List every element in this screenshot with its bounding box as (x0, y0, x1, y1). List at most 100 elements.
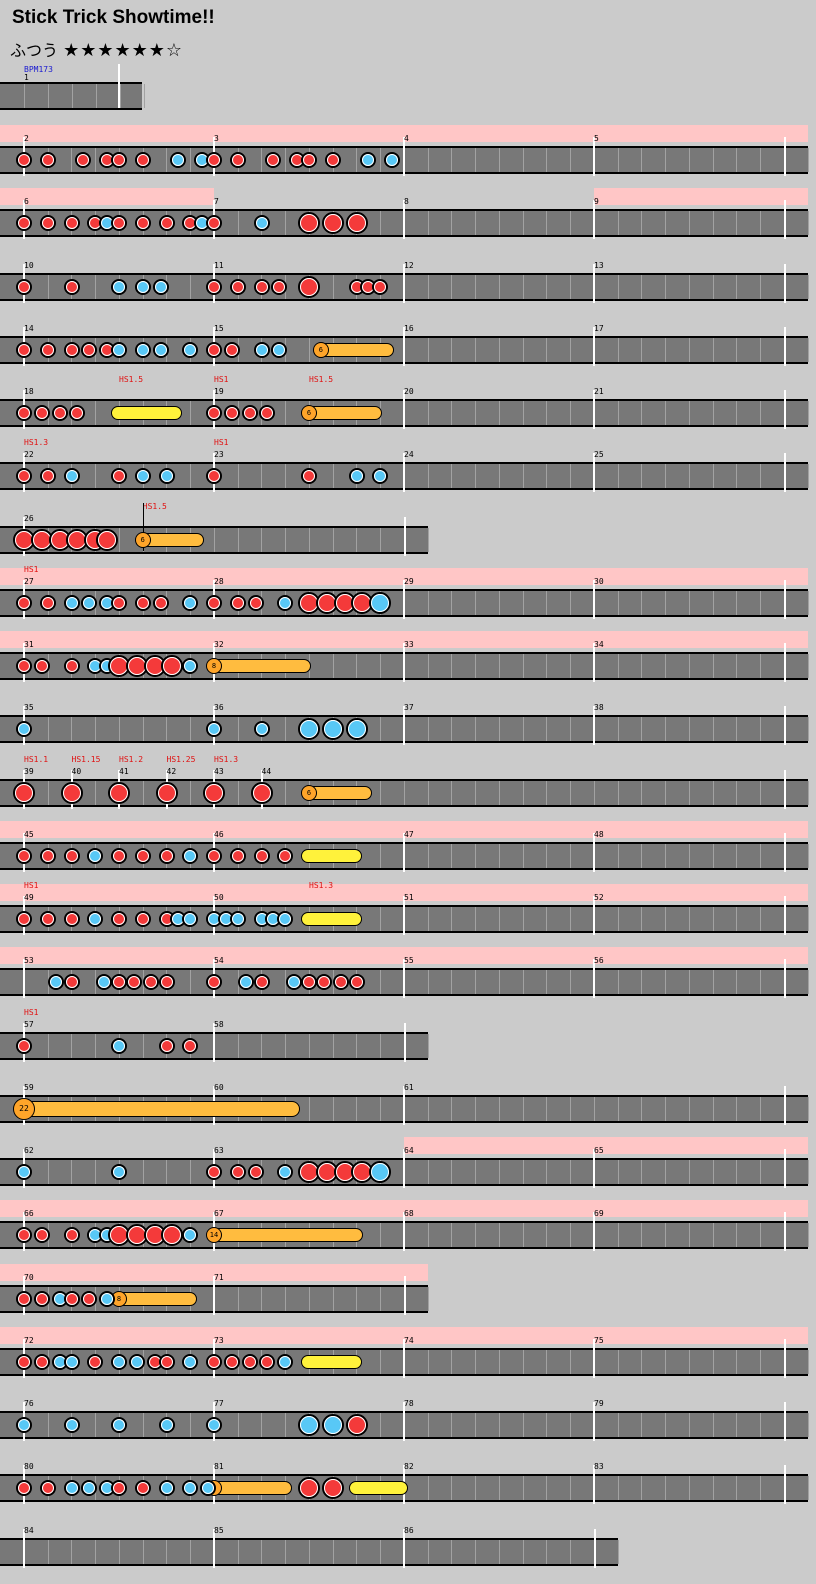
don-note (16, 658, 32, 674)
bar-line (403, 200, 405, 239)
don-note (206, 279, 222, 295)
beat-line (807, 211, 809, 235)
bar-line (593, 327, 595, 366)
beat-line (641, 1223, 643, 1247)
don-note (51, 405, 68, 421)
ka-note (111, 1354, 127, 1370)
beat-line (285, 717, 286, 741)
don-note (152, 595, 169, 611)
ka-note (182, 1480, 199, 1496)
beat-line (546, 401, 548, 425)
gogo-section (404, 1327, 594, 1344)
don-note (111, 848, 127, 864)
don-note (229, 1164, 246, 1180)
don-note (63, 974, 80, 990)
don-note (33, 658, 50, 674)
beat-line (807, 717, 809, 741)
speed-change-label: HS1.5 (309, 375, 334, 384)
bar-line (213, 1276, 215, 1315)
don-note (63, 1291, 80, 1307)
beat-line (475, 1413, 476, 1437)
beat-line (617, 1540, 619, 1564)
don-note (241, 1354, 258, 1370)
ka-note (111, 1164, 127, 1180)
ka-note (253, 342, 270, 358)
don-note (63, 342, 80, 358)
balloon-body (212, 1481, 292, 1495)
beat-line (641, 717, 643, 741)
gogo-section (594, 125, 808, 142)
ka-note (111, 1417, 127, 1433)
beat-line (237, 1540, 239, 1564)
bar-line (403, 1402, 405, 1441)
beat-line (807, 654, 809, 678)
beat-line (213, 528, 215, 552)
beat-line (190, 401, 191, 425)
beat-line (665, 211, 666, 235)
beat-line (427, 401, 429, 425)
don-note (134, 848, 151, 864)
beat-line (807, 970, 809, 994)
beat-line (546, 1476, 548, 1500)
bar-line (593, 1339, 595, 1378)
bar-line (784, 706, 786, 745)
measure-number: 41 (119, 767, 129, 776)
beat-line (665, 1160, 666, 1184)
bar-line (593, 453, 595, 492)
beat-line (807, 401, 809, 425)
bar-line (403, 833, 405, 872)
balloon-note: 6 (301, 785, 317, 801)
beat-line (807, 1097, 809, 1121)
don-note (33, 1291, 50, 1307)
beat-line (95, 148, 96, 172)
beat-line (760, 211, 761, 235)
balloon-body (212, 1228, 363, 1242)
gogo-section (214, 568, 404, 585)
don-note (16, 911, 32, 927)
beat-line (736, 781, 738, 805)
beat-line (688, 654, 690, 678)
speed-change-label: HS1.5 (119, 375, 144, 384)
beat-line (427, 1097, 429, 1121)
drumroll-note (301, 849, 363, 863)
beat-line (641, 464, 643, 488)
don-note (229, 152, 246, 168)
beat-line (332, 970, 334, 994)
measure-number: 48 (594, 830, 604, 839)
beat-line (475, 401, 476, 425)
beat-line (427, 781, 429, 805)
beat-line (285, 1287, 286, 1311)
speed-change-label: HS1 (24, 1008, 39, 1017)
beat-line (736, 464, 738, 488)
beat-line (807, 338, 809, 362)
bar-line (593, 833, 595, 872)
balloon-note: 8 (206, 658, 222, 674)
beat-line (546, 338, 548, 362)
beat-line (522, 211, 524, 235)
beat-line (688, 781, 690, 805)
measure-number: 63 (214, 1146, 224, 1155)
measure-number: 61 (404, 1083, 414, 1092)
beat-line (522, 1160, 524, 1184)
ka-note (285, 974, 302, 990)
balloon-body (117, 1292, 197, 1306)
ka-note (95, 974, 112, 990)
measure-number: 58 (214, 1020, 224, 1029)
beat-line (95, 1540, 96, 1564)
bar-line (403, 959, 405, 998)
beat-line (332, 528, 334, 552)
bar-line (403, 1086, 405, 1125)
don-note (206, 342, 222, 358)
beat-line (688, 338, 690, 362)
beat-line (190, 464, 191, 488)
beat-line (427, 1287, 429, 1311)
don-note (134, 152, 151, 168)
don-note (253, 974, 270, 990)
don-note (265, 152, 282, 168)
beat-line (142, 1413, 144, 1437)
big-don-note (321, 1477, 344, 1499)
beat-line (308, 1287, 310, 1311)
beat-line (475, 1160, 476, 1184)
beat-line (688, 1350, 690, 1374)
don-note (16, 1227, 32, 1243)
